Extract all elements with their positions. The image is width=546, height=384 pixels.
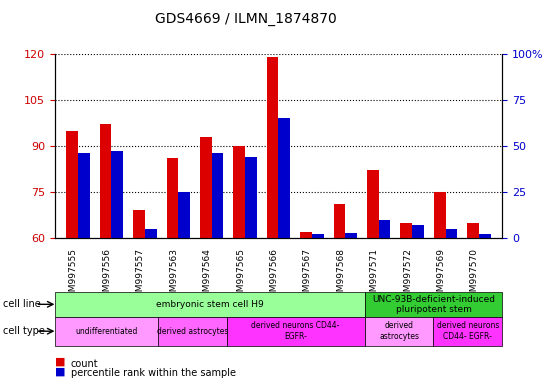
Bar <box>66 131 78 238</box>
Text: derived neurons
CD44- EGFR-: derived neurons CD44- EGFR- <box>437 321 499 341</box>
Bar <box>111 151 123 238</box>
Text: derived neurons CD44-
EGFR-: derived neurons CD44- EGFR- <box>252 321 340 341</box>
Text: derived
astrocytes: derived astrocytes <box>379 321 419 341</box>
Bar <box>78 153 90 238</box>
Bar <box>212 153 223 238</box>
Bar <box>278 118 290 238</box>
Text: cell line: cell line <box>3 299 40 310</box>
Bar <box>379 220 390 238</box>
Text: ■: ■ <box>55 366 65 376</box>
Bar <box>133 210 145 238</box>
Bar <box>100 124 111 238</box>
Bar <box>434 192 446 238</box>
Bar <box>312 234 324 238</box>
Text: count: count <box>71 359 99 369</box>
Bar <box>400 223 412 238</box>
Bar <box>178 192 190 238</box>
Bar <box>412 225 424 238</box>
Bar <box>446 229 457 238</box>
Bar <box>267 57 278 238</box>
Text: undifferentiated: undifferentiated <box>75 327 138 336</box>
Bar <box>367 170 379 238</box>
Bar <box>167 158 178 238</box>
Text: derived astrocytes: derived astrocytes <box>157 327 228 336</box>
Bar <box>145 229 157 238</box>
Bar <box>300 232 312 238</box>
Text: cell type: cell type <box>3 326 45 336</box>
Bar <box>233 146 245 238</box>
Bar <box>345 233 357 238</box>
Text: GDS4669 / ILMN_1874870: GDS4669 / ILMN_1874870 <box>155 12 336 25</box>
Bar <box>200 137 212 238</box>
Bar <box>479 234 491 238</box>
Text: percentile rank within the sample: percentile rank within the sample <box>71 368 236 378</box>
Text: UNC-93B-deficient-induced
pluripotent stem: UNC-93B-deficient-induced pluripotent st… <box>372 295 495 314</box>
Text: embryonic stem cell H9: embryonic stem cell H9 <box>156 300 264 309</box>
Bar <box>467 223 479 238</box>
Bar <box>245 157 257 238</box>
Bar <box>334 204 345 238</box>
Text: ■: ■ <box>55 357 65 367</box>
